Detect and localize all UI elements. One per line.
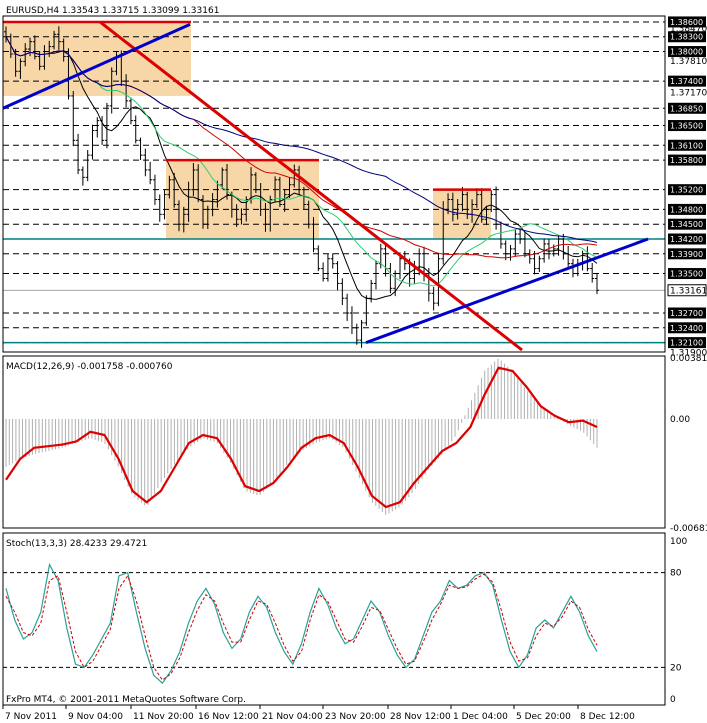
- price-label-box: [668, 218, 706, 230]
- blue-trendline-top: [2, 23, 191, 110]
- red-trendline: [99, 20, 523, 352]
- price-label-box: [668, 46, 706, 58]
- price-label: 1.34800: [670, 205, 703, 214]
- price-label: 1.36850: [670, 104, 703, 113]
- price-grid: [3, 21, 665, 344]
- price-label: 1.38600: [670, 18, 703, 27]
- price-label-box: [668, 268, 706, 280]
- stochastic-title: Stoch(13,3,3) 28.4233 29.4721: [6, 539, 147, 549]
- price-label: 1.36500: [670, 122, 703, 131]
- ma-line-fast: [5, 36, 598, 300]
- time-tick-label: 1 Dec 04:00: [453, 712, 508, 722]
- macd-title: MACD(12,26,9) -0.001758 -0.000760: [6, 362, 173, 372]
- price-label-box: [668, 233, 706, 245]
- price-tick-label: 1.38470: [670, 24, 707, 34]
- price-label: 1.37400: [670, 77, 703, 86]
- stoch-main-line: [5, 562, 598, 685]
- time-tick-label: 5 Dec 20:00: [516, 712, 571, 722]
- price-label-box: [668, 154, 706, 166]
- price-label: 1.35800: [670, 156, 703, 165]
- macd-tick-label: 0.00: [670, 415, 690, 425]
- stoch-signal-line: [5, 573, 598, 681]
- price-label: 1.38000: [670, 48, 703, 57]
- time-tick-label: 7 Nov 2011: [5, 712, 57, 722]
- macd-signal-line: [5, 366, 598, 509]
- price-label-box: [668, 337, 706, 349]
- time-axis: 7 Nov 2011 9 Nov 04:00 11 Nov 20:00 16 Nov …: [2, 705, 635, 722]
- price-label-box: [668, 16, 706, 28]
- stoch-tick-label: 0: [670, 695, 676, 705]
- price-label: 1.33500: [670, 270, 703, 279]
- time-tick-label: 28 Nov 12:00: [390, 712, 451, 722]
- price-label-box: [668, 75, 706, 87]
- pane-frame-0: [2, 15, 666, 353]
- symbol-header: EURUSD,H4 1.33543 1.33715 1.33099 1.3316…: [6, 6, 219, 16]
- time-tick-label: 8 Dec 12:00: [580, 712, 635, 722]
- price-label: 1.36100: [670, 141, 703, 150]
- price-label: 1.32400: [670, 324, 703, 333]
- time-tick-label: 9 Nov 04:00: [68, 712, 123, 722]
- time-tick-label: 23 Nov 20:00: [325, 712, 386, 722]
- stoch-tick-label: 100: [670, 537, 687, 547]
- time-tick-label: 11 Nov 20:00: [133, 712, 194, 722]
- price-label-box: [668, 120, 706, 132]
- price-label-box: [668, 307, 706, 319]
- stoch-tick-label: 80: [670, 569, 682, 579]
- price-label: 1.34500: [670, 220, 703, 229]
- price-tick-label: 1.37170: [670, 88, 707, 98]
- price-label: 1.32700: [670, 309, 703, 318]
- blue-trendline-bottom: [365, 237, 649, 345]
- zone-0: [3, 21, 191, 96]
- price-tick-label: 1.31900: [670, 348, 707, 358]
- macd-tick-label: 0.00381: [670, 354, 707, 364]
- stoch-tick-label: 20: [670, 663, 682, 673]
- stochastic-pane: 100 80 20 0: [3, 537, 687, 705]
- price-label-box: [668, 322, 706, 334]
- footer-copyright: FxPro MT4, © 2001-2011 MetaQuotes Softwa…: [6, 695, 246, 705]
- price-label: 1.34200: [670, 235, 703, 244]
- price-label-box: [668, 184, 706, 196]
- price-label-box: [668, 248, 706, 260]
- price-label-box: [668, 139, 706, 151]
- zones-layer: [3, 21, 491, 240]
- pane-frame-1: [2, 355, 666, 529]
- price-label-box: [668, 102, 706, 114]
- price-label: 1.35200: [670, 186, 703, 195]
- price-label-box: [668, 203, 706, 215]
- moving-averages: [5, 36, 598, 300]
- pane-frame-2: [2, 532, 666, 706]
- price-label: 1.38300: [670, 33, 703, 42]
- ma-line-long: [5, 36, 598, 243]
- current-price-box: [667, 284, 707, 297]
- price-label: 1.32100: [670, 339, 703, 348]
- time-tick-label: 21 Nov 04:00: [262, 712, 323, 722]
- pane-frames: [2, 15, 666, 706]
- time-tick-label: 16 Nov 12:00: [198, 712, 259, 722]
- price-label: 1.33900: [670, 250, 703, 259]
- price-label-box: [668, 31, 706, 43]
- price-tick-label: 1.37810: [670, 57, 707, 67]
- current-price-label: 1.33161: [670, 286, 707, 296]
- ma-line-medium: [5, 36, 598, 287]
- macd-tick-label: -0.00681: [670, 524, 707, 534]
- macd-pane: 0.00381 0.00 -0.00681: [5, 354, 707, 534]
- trendlines: [2, 20, 649, 352]
